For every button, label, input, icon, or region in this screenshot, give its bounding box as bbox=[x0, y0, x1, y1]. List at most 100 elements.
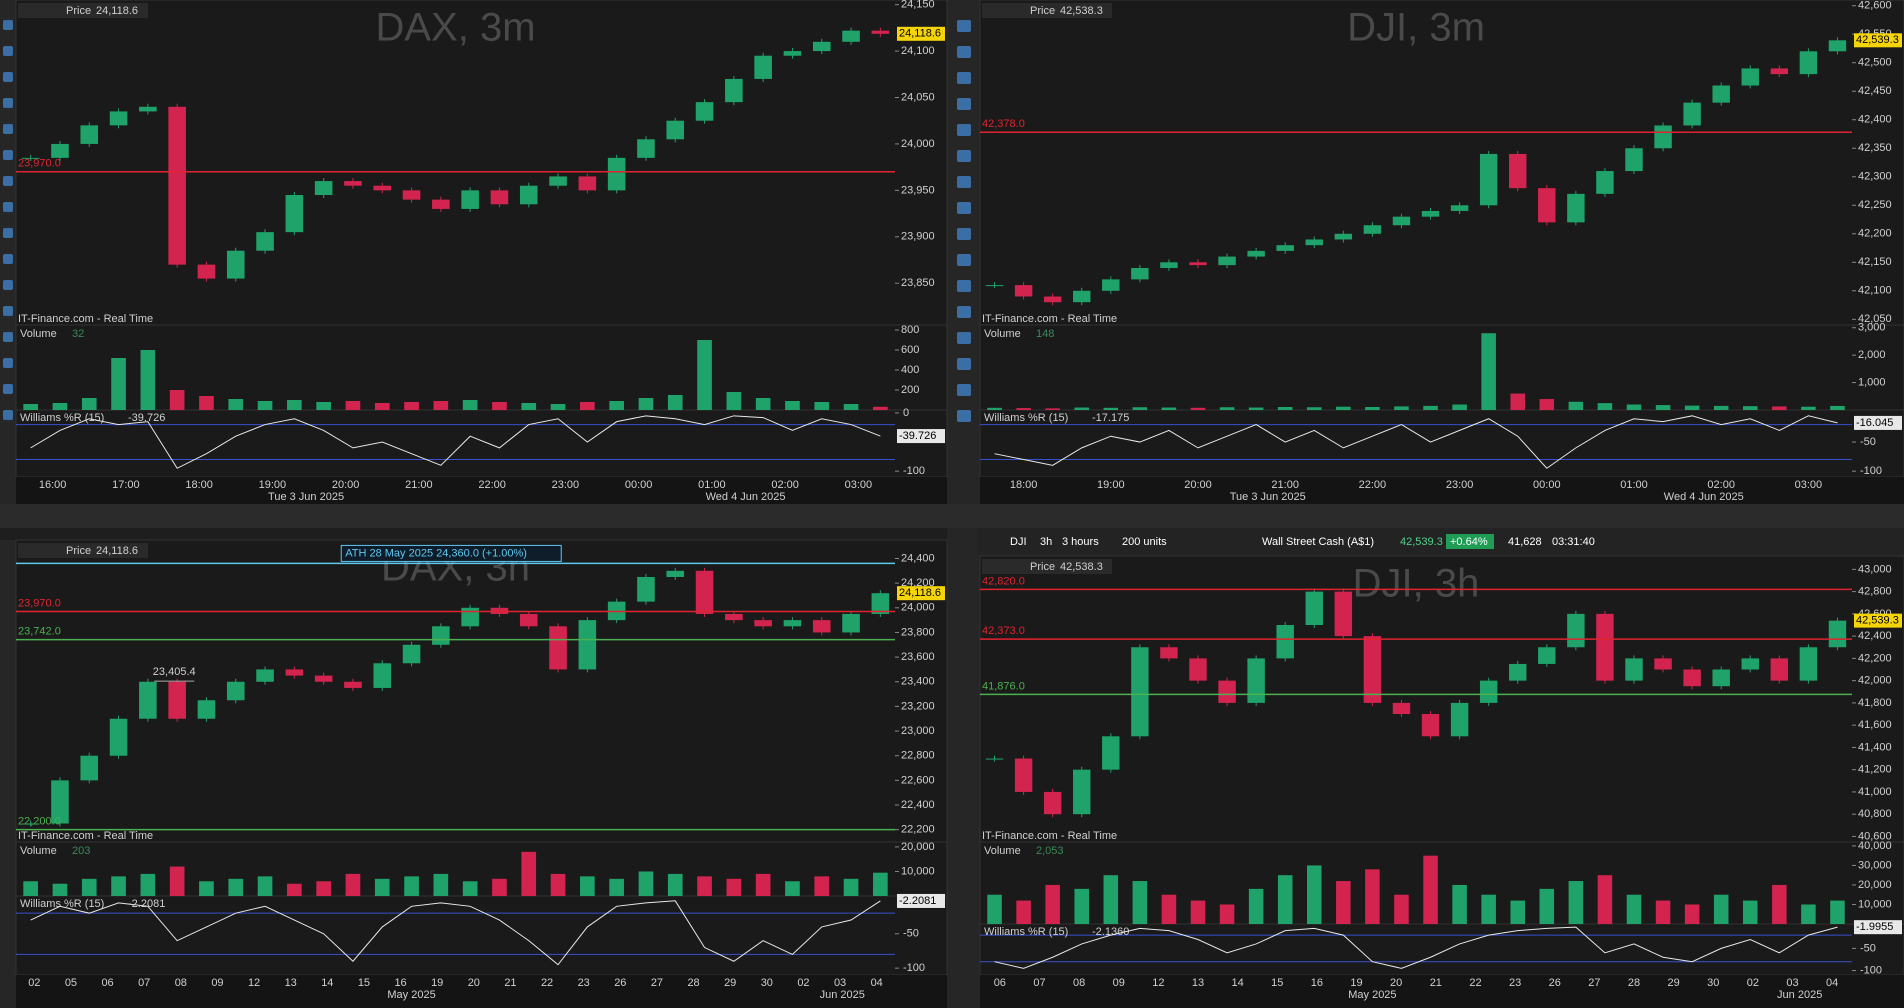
candle bbox=[402, 644, 421, 664]
tool-icon[interactable] bbox=[3, 410, 13, 420]
williams-value: -39.726 bbox=[128, 412, 165, 424]
chart-title: DJI, 3h bbox=[1353, 562, 1480, 606]
volume-bar bbox=[1801, 904, 1816, 924]
header-symbol[interactable]: DJI bbox=[1010, 536, 1027, 548]
tool-icon[interactable] bbox=[957, 72, 971, 84]
williams-value: -2.1360 bbox=[1092, 926, 1129, 938]
tool-icon[interactable] bbox=[3, 150, 13, 160]
y-tick-label: 23,900 bbox=[901, 231, 935, 243]
y-tick-label: 22,200 bbox=[901, 824, 935, 836]
candle bbox=[1683, 102, 1701, 126]
volume-bar bbox=[228, 878, 244, 896]
x-tick-label: 06 bbox=[994, 977, 1006, 989]
tool-icon[interactable] bbox=[957, 202, 971, 214]
y-tick-label: -100 bbox=[1860, 964, 1882, 976]
tool-icon[interactable] bbox=[957, 46, 971, 58]
tool-icon[interactable] bbox=[957, 150, 971, 162]
candle bbox=[197, 264, 216, 279]
volume-bar bbox=[492, 878, 507, 896]
tool-icon[interactable] bbox=[957, 306, 971, 318]
last-tag-label: -2.2081 bbox=[899, 895, 936, 907]
y-tick-label: 23,400 bbox=[901, 676, 935, 688]
volume-bar bbox=[404, 402, 419, 410]
candle bbox=[985, 758, 1004, 760]
tool-icon[interactable] bbox=[957, 20, 971, 32]
x-tick-label: 23 bbox=[578, 977, 590, 989]
tool-icon[interactable] bbox=[3, 46, 13, 56]
time-axis bbox=[16, 975, 947, 1008]
tool-icon[interactable] bbox=[3, 98, 13, 108]
tool-icon[interactable] bbox=[957, 358, 971, 370]
tool-icon[interactable] bbox=[3, 306, 13, 316]
y-tick-label: 22,800 bbox=[901, 750, 935, 762]
tool-icon[interactable] bbox=[957, 384, 971, 396]
volume-bar bbox=[257, 401, 273, 410]
price-badge bbox=[982, 559, 1112, 574]
tool-icon[interactable] bbox=[3, 332, 13, 342]
volume-bar bbox=[726, 878, 742, 896]
tool-icon[interactable] bbox=[3, 280, 13, 290]
last-tag bbox=[1854, 415, 1902, 430]
x-tick-label: 14 bbox=[1232, 977, 1244, 989]
tool-icon[interactable] bbox=[957, 254, 971, 266]
volume-bar bbox=[1655, 405, 1671, 410]
tool-icon[interactable] bbox=[957, 176, 971, 188]
candle bbox=[549, 176, 567, 186]
candle bbox=[1450, 205, 1469, 211]
tool-icon[interactable] bbox=[957, 98, 971, 110]
candle bbox=[871, 30, 890, 34]
header-interval[interactable]: 3 hours bbox=[1062, 536, 1099, 548]
y-tick-label: 0 bbox=[903, 407, 909, 419]
tool-icon[interactable] bbox=[957, 332, 971, 344]
tool-icon[interactable] bbox=[3, 124, 13, 134]
candle bbox=[1218, 680, 1236, 703]
tool-icon[interactable] bbox=[3, 228, 13, 238]
volume-bar bbox=[873, 872, 888, 896]
pane bbox=[979, 841, 1904, 925]
y-tick-label: 42,150 bbox=[1858, 256, 1892, 268]
candle bbox=[51, 780, 69, 824]
level-label: 42,820.0 bbox=[982, 575, 1025, 587]
x-tick-label: 20 bbox=[1390, 977, 1402, 989]
tool-icon[interactable] bbox=[957, 410, 971, 422]
volume-bar bbox=[987, 407, 1002, 410]
tool-icon[interactable] bbox=[3, 20, 13, 30]
tool-icon[interactable] bbox=[3, 72, 13, 82]
y-tick-label: 3,000 bbox=[1858, 322, 1886, 334]
tool-icon[interactable] bbox=[3, 358, 13, 368]
header-units[interactable]: 200 units bbox=[1122, 536, 1167, 548]
volume-value: 203 bbox=[72, 845, 90, 857]
tool-icon[interactable] bbox=[957, 124, 971, 136]
last-tag bbox=[897, 586, 945, 601]
x-tick-label: 04 bbox=[871, 977, 883, 989]
tool-icon[interactable] bbox=[3, 254, 13, 264]
candle bbox=[1218, 256, 1236, 266]
tool-icon[interactable] bbox=[3, 384, 13, 394]
tool-icon[interactable] bbox=[957, 228, 971, 240]
y-tick-label: 24,050 bbox=[901, 91, 935, 103]
volume-bar bbox=[81, 878, 97, 896]
tool-icon[interactable] bbox=[3, 176, 13, 186]
candle bbox=[1741, 68, 1759, 86]
volume-bar bbox=[23, 404, 38, 410]
x-tick-label: 26 bbox=[1549, 977, 1561, 989]
tool-icon[interactable] bbox=[957, 280, 971, 292]
volume-bar bbox=[345, 873, 361, 896]
volume-bar bbox=[1830, 405, 1845, 410]
candle bbox=[1363, 225, 1382, 234]
y-tick-label: 42,600 bbox=[1858, 0, 1892, 12]
header-volume: 41,628 bbox=[1508, 536, 1542, 548]
candle bbox=[21, 157, 40, 159]
tool-icon[interactable] bbox=[3, 202, 13, 212]
x-tick-label: 16 bbox=[394, 977, 406, 989]
x-tick-label: 29 bbox=[724, 977, 736, 989]
volume-bar bbox=[1713, 405, 1729, 410]
volume-bar bbox=[726, 392, 742, 410]
candle bbox=[985, 285, 1004, 287]
volume-bar bbox=[1132, 407, 1148, 410]
volume-bar bbox=[1219, 904, 1235, 924]
candle bbox=[1189, 262, 1207, 266]
date-label: May 2025 bbox=[1348, 989, 1396, 1001]
x-tick-label: 05 bbox=[65, 977, 77, 989]
candle bbox=[812, 620, 831, 633]
